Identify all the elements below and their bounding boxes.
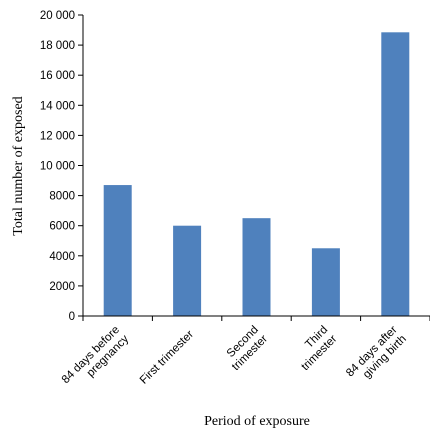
x-category-label: 84 days aftergiving birth xyxy=(344,324,409,389)
y-tick-label: 18 000 xyxy=(40,40,75,52)
y-tick-label: 10 000 xyxy=(40,161,75,173)
bars-group xyxy=(103,32,410,317)
bar xyxy=(311,248,340,316)
bar xyxy=(103,185,132,316)
bar xyxy=(381,32,410,317)
x-category-label: Thirdtrimester xyxy=(290,324,339,373)
y-tick-label: 20 000 xyxy=(40,10,75,22)
x-category-label-line: First trimester xyxy=(138,328,196,386)
y-tick-label: 8000 xyxy=(49,191,75,203)
y-tick-label: 6000 xyxy=(49,221,75,233)
y-tick-label: 14 000 xyxy=(40,100,75,112)
y-tick-label: 4000 xyxy=(49,251,75,263)
x-category-label: Secondtrimester xyxy=(221,324,270,373)
y-axis: 0 2000 4000 6000 8000 10 000 12 000 14 000 16 00… xyxy=(40,10,84,323)
x-axis-title: Period of exposure xyxy=(204,414,310,428)
y-axis-title: Total number of exposed xyxy=(11,96,26,235)
y-tick-label: 2000 xyxy=(49,281,75,293)
y-tick-label: 0 xyxy=(69,311,75,323)
bar xyxy=(173,225,202,316)
x-axis: 84 days beforepregnancy First trimester Se… xyxy=(60,315,430,396)
x-category-label: 84 days beforepregnancy xyxy=(60,324,132,396)
x-category-label: First trimester xyxy=(138,328,196,386)
y-tick-label: 16 000 xyxy=(40,70,75,82)
y-tick-label: 12 000 xyxy=(40,130,75,142)
bar xyxy=(242,218,271,316)
